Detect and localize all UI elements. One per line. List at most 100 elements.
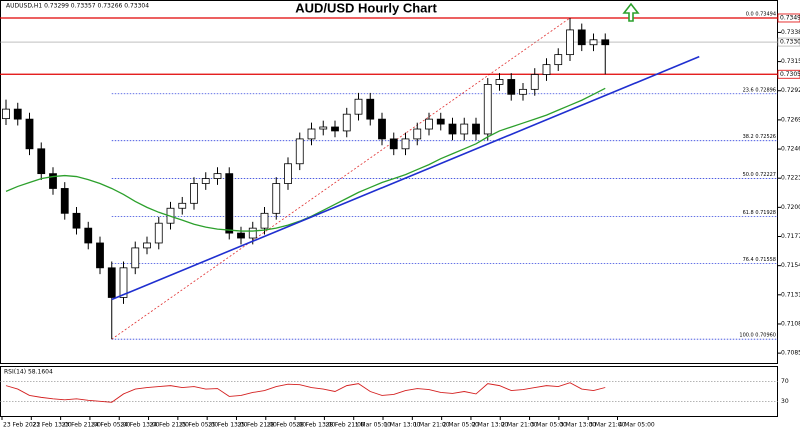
fib-label: 0.0 0.73494: [746, 11, 776, 17]
x-tick-label: 25 Feb 13:00: [208, 422, 248, 429]
x-tick-label: 4 Mar 05:00: [618, 422, 654, 429]
x-tick-label: 24 Feb 05:00: [91, 422, 131, 429]
candle-body: [143, 242, 151, 249]
candle-body: [354, 98, 363, 115]
candle-body: [366, 98, 375, 120]
y-tick-label: 0.73380: [781, 29, 800, 36]
candle-body: [107, 267, 116, 298]
candle-body: [201, 178, 210, 184]
candle-body: [37, 148, 46, 175]
candle-body: [248, 227, 257, 239]
y-tick-label: 0.71540: [781, 262, 800, 269]
x-tick-label: 3 Mar 13:00: [560, 422, 596, 429]
y-tick-label: 0.72690: [781, 116, 800, 123]
candle-body: [601, 39, 610, 46]
candle-body: [542, 64, 551, 75]
candle-body: [342, 113, 351, 132]
candle-body: [96, 242, 104, 269]
candle-body: [49, 173, 57, 189]
candle-body: [331, 126, 339, 132]
candle-body: [25, 118, 34, 150]
candle-body: [119, 267, 128, 298]
y-tick-label: 0.71080: [781, 320, 800, 327]
candle-body: [13, 108, 22, 120]
candle-body: [413, 128, 422, 140]
y-tick-label: 0.71770: [781, 233, 800, 240]
candle-body: [448, 123, 457, 135]
candle-body: [519, 88, 527, 95]
x-tick-label: 1 Mar 13:00: [384, 422, 420, 429]
fib-label: 23.6 0.72896: [743, 87, 776, 93]
x-tick-label: 23 Feb 2022: [3, 422, 41, 429]
main-panel-frame: [0, 0, 778, 364]
plot-layer: 0.70850 0.71080 0.71310 0.71540 0.71770 0.720…: [0, 11, 800, 429]
x-tick-label: 28 Feb 21:00: [325, 422, 365, 429]
candle-body: [237, 232, 245, 239]
x-tick-label: 3 Mar 05:00: [531, 422, 567, 429]
x-tick-label: 28 Feb 13:00: [296, 422, 336, 429]
x-tick-label: 2 Mar 05:00: [443, 422, 479, 429]
fib-diagonal: [111, 17, 571, 340]
x-tick-label: 1 Mar 05:00: [355, 422, 391, 429]
candle-body: [295, 138, 304, 165]
candle-body: [460, 123, 469, 135]
candle-body: [401, 138, 410, 150]
y-tick-label: 0.71310: [781, 291, 800, 298]
candle-body: [472, 123, 480, 135]
y-tick-label: 0.72920: [781, 87, 800, 94]
level-box: [777, 13, 800, 23]
x-tick-label: 24 Feb 13:00: [120, 422, 160, 429]
level-box: [777, 69, 800, 79]
candle-body: [284, 163, 292, 184]
y-tick-label: 0.73150: [781, 58, 800, 65]
candle-body: [260, 212, 269, 229]
x-tick-label: 2 Mar 13:00: [472, 422, 508, 429]
x-tick-label: 1 Mar 21:00: [413, 422, 449, 429]
up-arrow: [622, 2, 640, 22]
x-tick-label: 25 Feb 21:00: [237, 422, 277, 429]
candle-body: [507, 79, 516, 95]
candle-body: [554, 54, 563, 66]
current-price-label: 0.73304: [780, 39, 800, 46]
candle-body: [60, 188, 69, 214]
rsi-tick-label: 30: [781, 398, 789, 405]
y-tick-label: 0.72000: [781, 204, 800, 211]
candle-body: [84, 227, 93, 244]
candle-body: [178, 202, 187, 209]
x-tick-label: 3 Mar 21:00: [589, 422, 625, 429]
rsi-tick-label: 70: [781, 378, 789, 385]
candle-body: [530, 74, 539, 90]
candle-body: [495, 79, 504, 85]
x-tick-label: 23 Feb 13:00: [32, 422, 72, 429]
candle-body: [225, 173, 234, 234]
y-tick-label: 0.72230: [781, 175, 800, 182]
fib-label: 50.0 0.72227: [743, 172, 776, 178]
candle-body: [72, 212, 81, 229]
x-tick-label: 24 Feb 21:00: [150, 422, 190, 429]
current-price-box: [777, 37, 800, 47]
candle-body: [483, 84, 492, 135]
candle-body: [131, 247, 140, 269]
fib-label: 76.4 0.71558: [743, 257, 776, 263]
candle-body: [272, 183, 281, 214]
chart-title: AUD/USD Hourly Chart: [295, 0, 437, 15]
candle-body: [566, 29, 574, 56]
fib-label: 38.2 0.72526: [743, 134, 776, 140]
x-tick-label: 28 Feb 05:00: [267, 422, 307, 429]
trendline: [111, 55, 700, 301]
candle-body: [190, 183, 198, 204]
fib-label: 61.8 0.71928: [743, 210, 776, 216]
level-label: 0.73494: [780, 14, 800, 21]
y-tick-label: 0.70850: [781, 350, 800, 357]
rsi-panel-frame: [0, 366, 778, 417]
level-label: 0.73050: [780, 71, 800, 78]
candle-body: [378, 118, 386, 140]
candle-body: [389, 138, 398, 150]
rsi-title: RSI(14) 58.1604: [4, 369, 53, 376]
rsi-line: [5, 382, 606, 403]
x-tick-label: 25 Feb 05:00: [179, 422, 219, 429]
symbol-header: AUDUSD,H1 0.73299 0.73357 0.73266 0.7330…: [6, 3, 149, 10]
